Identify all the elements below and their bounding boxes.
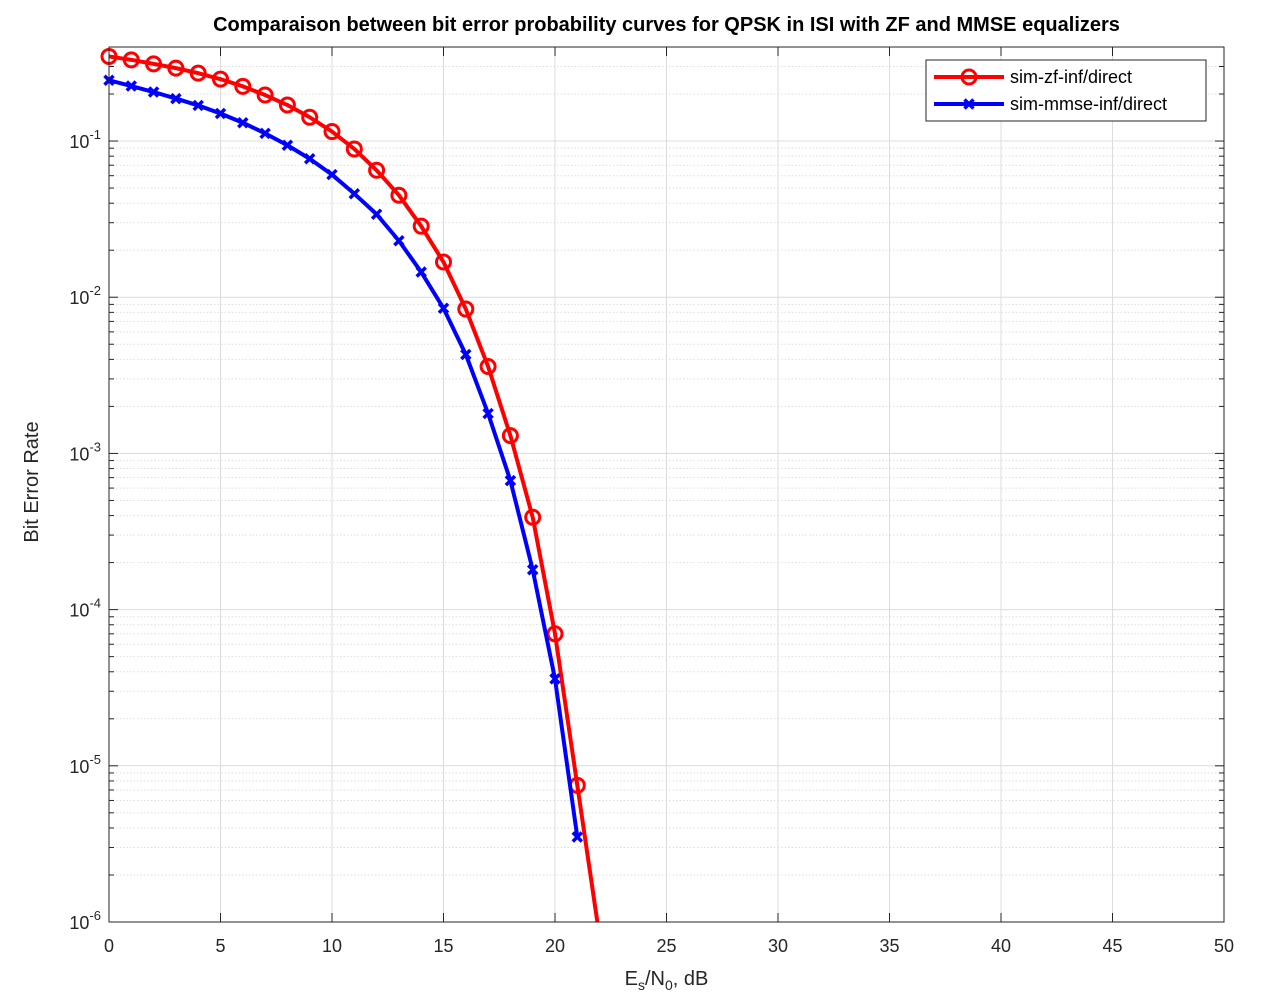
- legend-swatch-marker: [960, 68, 978, 86]
- data-point-marker: [192, 99, 204, 112]
- x-tick-label: 20: [545, 936, 565, 956]
- data-point-marker: [167, 59, 185, 77]
- x-tick-label: 30: [768, 936, 788, 956]
- y-tick-label: 10-3: [69, 439, 101, 464]
- data-point-marker: [524, 508, 542, 526]
- data-point-marker: [303, 153, 316, 165]
- y-axis-label: Bit Error Rate: [21, 421, 43, 542]
- x-tick-label: 15: [433, 936, 453, 956]
- y-tick-label-base: 10: [69, 913, 89, 933]
- data-point-marker: [323, 123, 341, 141]
- data-point-marker: [460, 348, 472, 361]
- chart-title: Comparaison between bit error probabilit…: [213, 14, 1120, 36]
- x-label-sub1: s: [638, 977, 645, 993]
- data-point-marker: [301, 108, 319, 126]
- data-point-marker: [237, 116, 249, 129]
- legend: sim-zf-inf/direct sim-mmse-inf/direct: [925, 59, 1207, 122]
- y-tick-label-exponent: -1: [89, 127, 101, 142]
- data-point-marker: [122, 51, 140, 69]
- data-point-marker: [415, 266, 427, 278]
- data-point-marker: [125, 80, 138, 92]
- data-point-marker: [348, 187, 361, 200]
- data-point-marker: [145, 55, 163, 73]
- y-tick-label: 10-4: [69, 596, 101, 621]
- data-point-marker: [345, 140, 363, 158]
- data-point-marker: [370, 208, 383, 220]
- data-point-marker: [278, 96, 296, 114]
- series-group: [100, 47, 600, 923]
- data-point-marker: [214, 107, 227, 120]
- data-point-marker: [390, 186, 408, 204]
- legend-label: sim-mmse-inf/direct: [1010, 94, 1167, 114]
- data-point-marker: [147, 86, 160, 98]
- data-point-marker: [212, 70, 229, 88]
- y-tick-label-exponent: -2: [89, 283, 101, 298]
- y-tick-label-base: 10: [69, 757, 89, 777]
- axis-ticks: 10-610-510-410-310-210-10 5 10 15 20 25 30 35 40…: [69, 46, 1234, 956]
- x-tick-label: 40: [991, 936, 1011, 956]
- y-tick-label: 10-1: [69, 127, 101, 152]
- y-tick-label: 10-5: [69, 752, 101, 777]
- x-axis-label: Es/N0, dB: [625, 968, 709, 993]
- x-tick-label: 45: [1102, 936, 1122, 956]
- data-point-marker: [393, 234, 405, 247]
- y-tick-label-base: 10: [69, 288, 89, 308]
- data-point-marker: [504, 474, 517, 487]
- x-tick-label: 35: [879, 936, 899, 956]
- data-point-marker: [546, 625, 564, 643]
- data-point-marker: [501, 427, 519, 445]
- series-sim-zf-inf/direct: [100, 47, 600, 923]
- data-point-marker: [368, 161, 386, 179]
- data-point-marker: [526, 564, 539, 576]
- x-tick-label: 5: [215, 936, 225, 956]
- y-tick-label: 10-2: [69, 283, 101, 308]
- data-point-marker: [571, 831, 584, 843]
- grid: [108, 46, 1225, 923]
- y-tick-label-base: 10: [69, 444, 89, 464]
- data-point-marker: [435, 253, 452, 271]
- data-point-marker: [189, 64, 207, 82]
- x-tick-label: 50: [1214, 936, 1234, 956]
- data-point-marker: [482, 407, 494, 420]
- y-tick-label-exponent: -5: [89, 752, 101, 767]
- series-line: [108, 78, 580, 838]
- y-tick-label: 10-6: [69, 908, 101, 933]
- data-point-marker: [457, 300, 475, 318]
- y-tick-label-base: 10: [69, 601, 89, 621]
- y-tick-label-exponent: -6: [89, 908, 101, 923]
- x-tick-label: 25: [656, 936, 676, 956]
- x-tick-label: 0: [104, 936, 114, 956]
- y-tick-label-base: 10: [69, 132, 89, 152]
- data-point-marker: [256, 86, 274, 104]
- data-point-marker: [234, 77, 252, 95]
- x-tick-label: 10: [322, 936, 342, 956]
- y-tick-label-exponent: -3: [89, 439, 101, 454]
- data-point-marker: [170, 92, 182, 105]
- data-point-marker: [281, 139, 294, 151]
- data-point-marker: [437, 302, 450, 314]
- data-point-marker: [479, 358, 497, 376]
- y-tick-label-exponent: -4: [89, 596, 101, 611]
- data-point-marker: [549, 673, 561, 685]
- x-label-base: E: [625, 968, 638, 990]
- legend-swatch-marker: [963, 98, 975, 110]
- x-label-sub2: 0: [665, 977, 673, 993]
- data-point-marker: [259, 127, 271, 140]
- x-label-mid: /N: [645, 968, 665, 990]
- x-label-tail: , dB: [673, 968, 709, 990]
- legend-label: sim-zf-inf/direct: [1010, 67, 1132, 87]
- data-point-marker: [412, 217, 430, 235]
- data-point-marker: [326, 168, 338, 181]
